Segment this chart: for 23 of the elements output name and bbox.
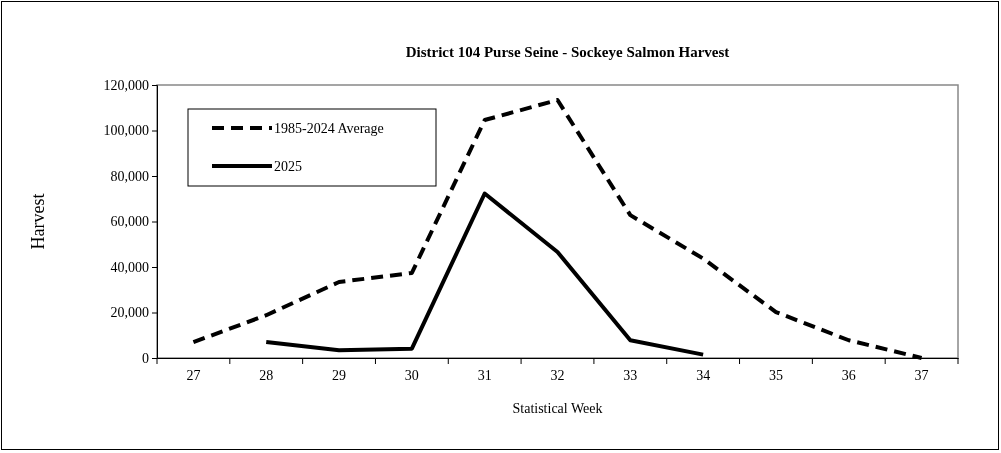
- x-tick-label: 34: [696, 367, 711, 383]
- x-tick-label: 28: [259, 367, 274, 383]
- x-tick-label: 32: [550, 367, 565, 383]
- y-tick-label: 80,000: [110, 168, 149, 184]
- x-tick-label: 37: [914, 367, 929, 383]
- y-tick-label: 120,000: [103, 77, 149, 93]
- x-tick-label: 36: [841, 367, 856, 383]
- y-tick-label: 60,000: [110, 214, 149, 230]
- legend-label: 1985-2024 Average: [274, 121, 384, 136]
- y-tick-label: 40,000: [110, 259, 149, 275]
- x-axis-title: Statistical Week: [512, 401, 603, 416]
- y-axis-title: Harvest: [28, 193, 48, 250]
- legend-label: 2025: [274, 159, 302, 174]
- x-tick-label: 29: [332, 367, 347, 383]
- x-tick-label: 33: [623, 367, 638, 383]
- x-tick-label: 27: [186, 367, 201, 383]
- chart-title: District 104 Purse Seine - Sockeye Salmon Harvest: [405, 44, 730, 60]
- y-tick-label: 20,000: [110, 305, 149, 321]
- x-tick-label: 30: [404, 367, 419, 383]
- y-tick-label: 100,000: [103, 123, 149, 139]
- x-tick-label: 35: [768, 367, 783, 383]
- y-tick-label: 0: [142, 350, 149, 366]
- x-tick-label: 31: [477, 367, 492, 383]
